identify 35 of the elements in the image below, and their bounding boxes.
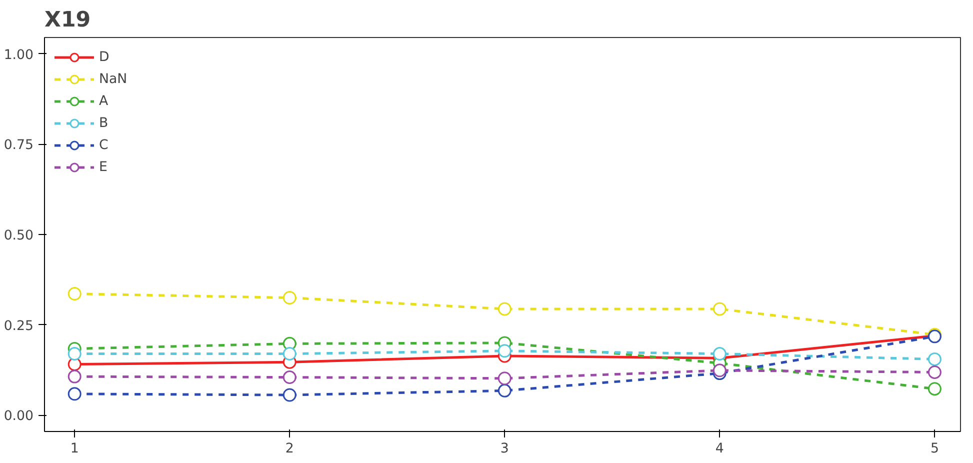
y-tick-label: 0.25 <box>4 318 34 334</box>
chart-title: X19 <box>44 8 91 32</box>
legend-label: D <box>99 50 110 64</box>
point <box>282 370 296 384</box>
point <box>68 287 82 301</box>
x-tick-label: 5 <box>930 442 939 456</box>
point <box>498 384 512 398</box>
x-tick-label: 4 <box>715 442 724 456</box>
point <box>282 291 296 304</box>
point <box>68 347 82 361</box>
x-tick-label: 3 <box>500 442 509 456</box>
legend-label: A <box>99 94 110 108</box>
point <box>712 364 726 378</box>
legend-label: E <box>99 160 108 174</box>
point <box>498 372 512 386</box>
point <box>498 302 512 316</box>
legend-label: C <box>99 138 110 152</box>
point <box>928 382 942 396</box>
point <box>712 347 726 361</box>
point <box>712 302 726 316</box>
point <box>928 352 942 366</box>
y-tick-label: 0.75 <box>4 138 34 154</box>
point <box>498 344 512 358</box>
y-tick-label: 1.00 <box>4 48 34 63</box>
x-tick-label: 2 <box>285 442 294 456</box>
legend-label: NaN <box>99 72 128 86</box>
y-tick-label: 0.50 <box>4 228 34 244</box>
point <box>68 370 82 384</box>
point <box>68 387 82 401</box>
x-tick-label: 1 <box>70 442 79 456</box>
point <box>282 388 296 402</box>
y-tick-label: 0.00 <box>4 409 34 424</box>
point <box>282 347 296 361</box>
point <box>928 365 942 379</box>
legend-label: B <box>99 116 110 130</box>
